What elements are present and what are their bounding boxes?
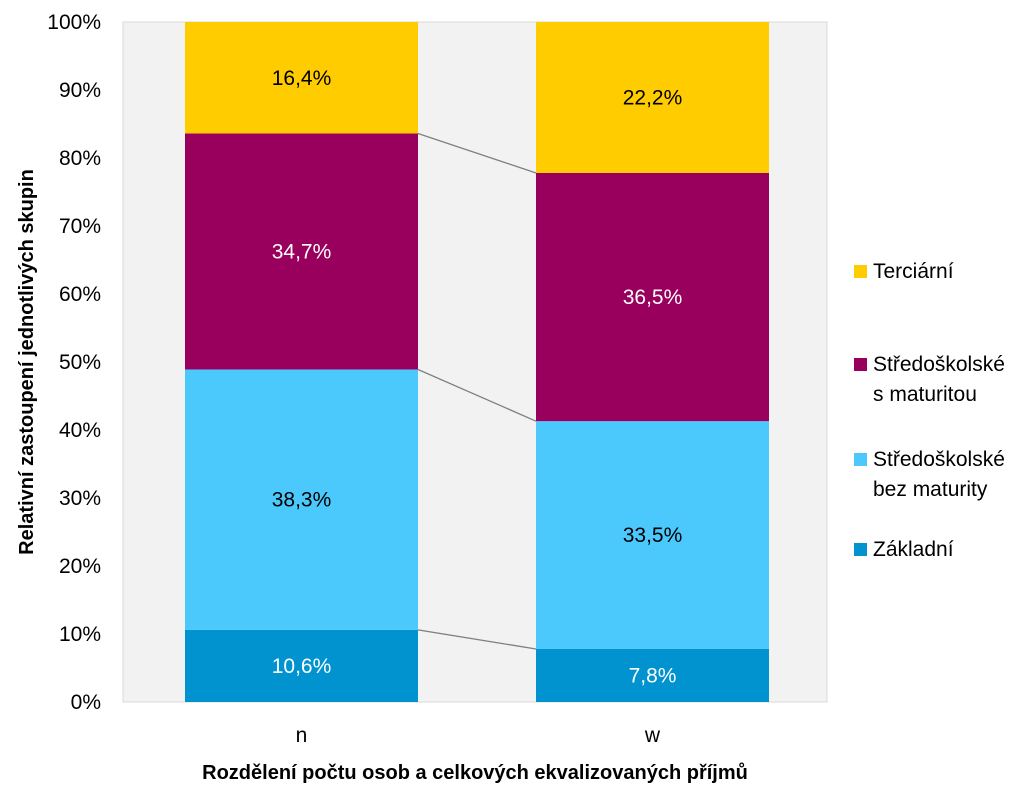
y-tick-label: 80% [59,147,101,170]
legend-label: Terciární [873,260,954,283]
legend-label: Základní [873,538,954,561]
data-label: 34,7% [272,241,332,264]
legend-label: Středoškolské [873,353,1005,376]
bar-segment [185,133,418,370]
series-line [417,132,537,174]
y-tick-label: 70% [59,215,101,238]
bar-segment [536,421,769,649]
data-label: 38,3% [272,489,332,512]
data-label: 22,2% [623,86,683,109]
legend-label: Středoškolské [873,448,1005,471]
data-label: 10,6% [272,655,332,678]
y-tick-label: 100% [47,11,101,34]
y-tick-label: 90% [59,79,101,102]
bar-segment [185,629,418,702]
bar-segment [185,369,418,630]
y-tick-label: 60% [59,283,101,306]
x-axis-title: Rozdělení počtu osob a celkových ekvaliz… [202,762,748,784]
legend-swatch [854,453,867,466]
x-tick-label: w [644,724,661,747]
x-tick-label: n [296,724,308,747]
series-lines [417,132,537,650]
legend-swatch [854,543,867,556]
data-label: 16,4% [272,67,332,90]
legend-swatch [854,358,867,371]
y-tick-label: 40% [59,419,101,442]
bar-segment [536,22,769,173]
y-tick-label: 20% [59,555,101,578]
y-tick-label: 50% [59,351,101,374]
bar-segment [536,172,769,422]
series-line [417,629,537,650]
y-tick-label: 0% [71,691,101,714]
data-labels: 10,6% 38,3% 34,7% 16,4% 7,8% 33,5% 36,5% 22,2% [272,67,683,688]
bar-segment [185,22,418,134]
y-tick-label: 10% [59,623,101,646]
y-tick-label: 30% [59,487,101,510]
legend-label: bez maturity [873,478,988,501]
data-label: 7,8% [629,664,677,687]
data-label: 33,5% [623,524,683,547]
bar-segment [536,648,769,702]
data-label: 36,5% [623,286,683,309]
y-axis-ticks: 0% 10% 20% 30% 40% 50% 60% 70% 80% 90% 100% [47,11,101,714]
legend-swatch [854,265,867,278]
bars [185,22,769,702]
legend: Terciární Středoškolské s maturitou Středoš… [854,260,1005,561]
series-line [417,368,537,422]
y-axis-title: Relativní zastoupení jednotlivých skupin [16,169,38,555]
legend-label: s maturitou [873,383,977,406]
